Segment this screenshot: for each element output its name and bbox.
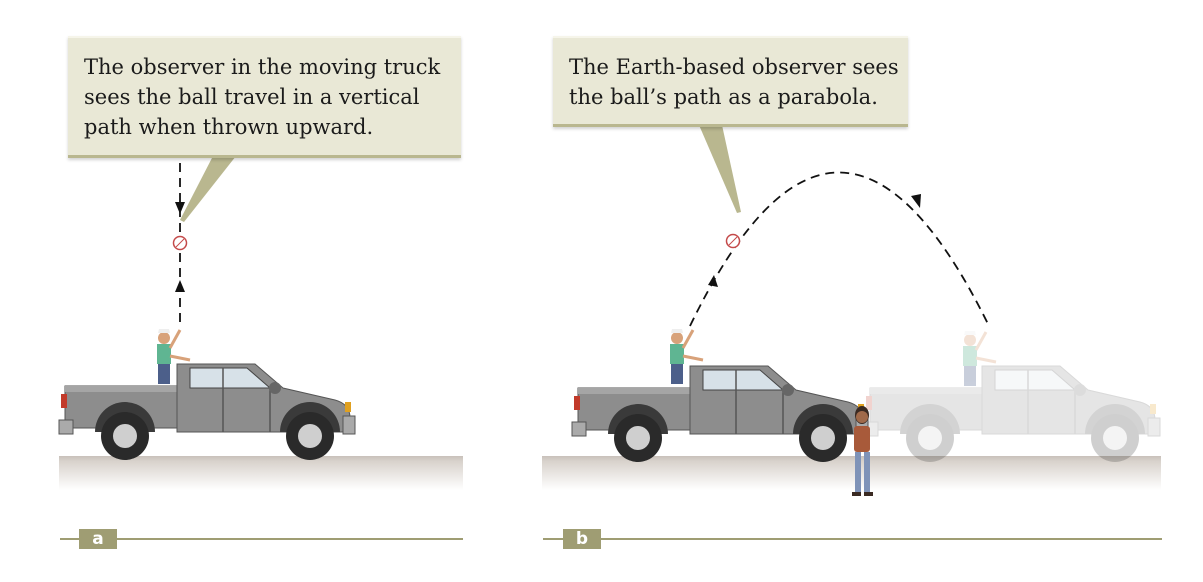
ghost-truck <box>863 365 1161 463</box>
callout-a-line-2: sees the ball travel in a vertical <box>84 85 420 109</box>
callout-panel-b: The Earth-based observer sees the ball’s… <box>553 36 908 127</box>
down-arrow-icon <box>175 202 185 214</box>
callout-panel-a: The observer in the moving truck sees th… <box>68 36 461 158</box>
callout-a-line-1: The observer in the moving truck <box>84 55 441 79</box>
callout-b-line-1: The Earth-based observer sees <box>569 55 899 79</box>
callout-a-line-3: path when thrown upward. <box>84 115 374 139</box>
parabola-arrow-icon-up <box>708 275 718 287</box>
ground-b <box>542 456 1161 490</box>
panel-a-label: a <box>79 529 117 549</box>
earth-observer <box>852 406 873 496</box>
callout-a-pointer <box>180 156 236 222</box>
truck-a <box>58 363 356 461</box>
callout-b-pointer <box>699 125 741 213</box>
parabola-arrow-icon-down <box>911 194 921 208</box>
callout-b-line-2: the ball’s path as a parabola. <box>569 85 878 109</box>
parabola-path <box>689 171 989 327</box>
ball-icon <box>172 235 188 251</box>
ball-icon-b <box>725 233 741 249</box>
ground-a <box>59 456 463 490</box>
panel-b-label: b <box>563 529 601 549</box>
truck-b <box>571 365 869 463</box>
up-arrow-icon <box>175 280 185 292</box>
